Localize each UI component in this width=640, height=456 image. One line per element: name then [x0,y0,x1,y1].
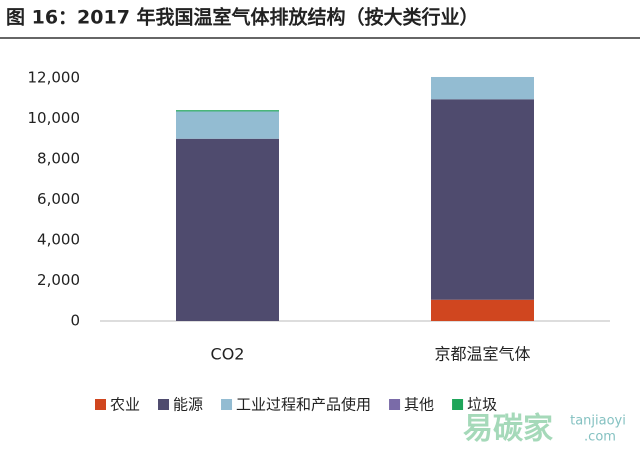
bar-segment [431,299,534,321]
legend-swatch [221,399,233,410]
legend-swatch [389,399,401,410]
legend-swatch [95,399,106,410]
y-tick-label: 10,000 [28,109,81,127]
legend-label: 农业 [110,396,140,414]
legend-label: 其他 [404,396,434,414]
bar-segment [431,76,534,100]
bar-segment [176,111,279,139]
y-tick-label: 4,000 [37,231,80,249]
legend-swatch [158,399,170,410]
watermark: tanjiaoyi [570,414,626,429]
legend-swatch [452,399,464,410]
chart-title: 图 16：2017 年我国温室气体排放结构（按大类行业） [6,6,479,29]
legend-label: 能源 [173,396,203,414]
y-tick-label: 12,000 [28,69,81,87]
bar-segment [431,99,534,300]
legend-label: 垃圾 [467,396,497,414]
watermark: .com [584,430,616,445]
legend-label: 工业过程和产品使用 [236,396,371,414]
y-tick-label: 0 [70,312,80,330]
bar-segment [176,138,279,321]
x-tick-label: CO2 [211,345,245,364]
y-tick-label: 6,000 [37,190,80,208]
bar-segment [176,110,279,112]
x-tick-label: 京都温室气体 [434,345,530,364]
watermark: 易碳家 [463,412,553,447]
y-tick-label: 8,000 [37,150,80,168]
y-tick-label: 2,000 [37,271,80,289]
